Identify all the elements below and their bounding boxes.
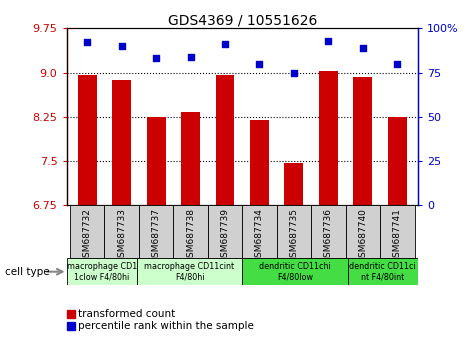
Bar <box>181 112 200 205</box>
Point <box>84 40 91 45</box>
FancyBboxPatch shape <box>66 258 137 285</box>
FancyBboxPatch shape <box>70 205 104 258</box>
FancyBboxPatch shape <box>380 205 415 258</box>
Point <box>290 70 298 75</box>
Bar <box>250 120 269 205</box>
Point <box>359 45 367 51</box>
Text: transformed count: transformed count <box>78 309 176 319</box>
FancyBboxPatch shape <box>139 205 173 258</box>
Text: GSM687741: GSM687741 <box>393 208 402 263</box>
Title: GDS4369 / 10551626: GDS4369 / 10551626 <box>168 13 317 27</box>
FancyBboxPatch shape <box>242 258 348 285</box>
Text: GSM687734: GSM687734 <box>255 208 264 263</box>
FancyBboxPatch shape <box>277 205 311 258</box>
Bar <box>353 77 372 205</box>
FancyBboxPatch shape <box>242 205 277 258</box>
Text: percentile rank within the sample: percentile rank within the sample <box>78 321 254 331</box>
FancyBboxPatch shape <box>346 205 380 258</box>
Bar <box>216 75 235 205</box>
Text: GSM687736: GSM687736 <box>324 208 333 263</box>
Bar <box>285 163 304 205</box>
Text: GSM687733: GSM687733 <box>117 208 126 263</box>
Point <box>118 43 125 49</box>
FancyBboxPatch shape <box>311 205 346 258</box>
FancyBboxPatch shape <box>173 205 208 258</box>
Text: dendritic CD11ci
nt F4/80int: dendritic CD11ci nt F4/80int <box>350 262 416 281</box>
Point <box>324 38 332 44</box>
Bar <box>112 80 131 205</box>
Text: GSM687740: GSM687740 <box>358 208 367 263</box>
Bar <box>319 72 338 205</box>
Text: GSM687739: GSM687739 <box>220 208 229 263</box>
Text: GSM687732: GSM687732 <box>83 208 92 263</box>
Bar <box>388 117 407 205</box>
Point <box>221 41 229 47</box>
Point <box>393 61 401 67</box>
Text: macrophage CD11cint
F4/80hi: macrophage CD11cint F4/80hi <box>144 262 235 281</box>
Text: cell type: cell type <box>5 267 49 276</box>
Bar <box>147 117 166 205</box>
FancyBboxPatch shape <box>104 205 139 258</box>
Bar <box>78 75 96 205</box>
Point <box>187 54 194 59</box>
FancyBboxPatch shape <box>208 205 242 258</box>
Text: GSM687738: GSM687738 <box>186 208 195 263</box>
Text: macrophage CD1
1clow F4/80hi: macrophage CD1 1clow F4/80hi <box>66 262 137 281</box>
Point <box>256 61 263 67</box>
Point <box>152 56 160 61</box>
Text: dendritic CD11chi
F4/80low: dendritic CD11chi F4/80low <box>259 262 331 281</box>
Text: GSM687737: GSM687737 <box>152 208 161 263</box>
FancyBboxPatch shape <box>137 258 242 285</box>
Text: GSM687735: GSM687735 <box>289 208 298 263</box>
FancyBboxPatch shape <box>348 258 418 285</box>
